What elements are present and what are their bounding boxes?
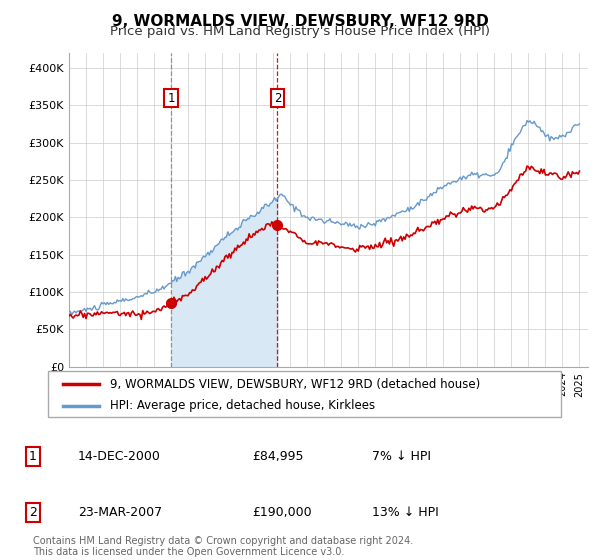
Text: 7% ↓ HPI: 7% ↓ HPI: [372, 450, 431, 463]
Text: HPI: Average price, detached house, Kirklees: HPI: Average price, detached house, Kirk…: [110, 399, 374, 412]
Text: 13% ↓ HPI: 13% ↓ HPI: [372, 506, 439, 519]
Text: Price paid vs. HM Land Registry's House Price Index (HPI): Price paid vs. HM Land Registry's House …: [110, 25, 490, 38]
Text: 9, WORMALDS VIEW, DEWSBURY, WF12 9RD: 9, WORMALDS VIEW, DEWSBURY, WF12 9RD: [112, 14, 488, 29]
Text: £84,995: £84,995: [252, 450, 304, 463]
Text: 1: 1: [167, 91, 175, 105]
Text: 2: 2: [274, 91, 281, 105]
Text: 9, WORMALDS VIEW, DEWSBURY, WF12 9RD (detached house): 9, WORMALDS VIEW, DEWSBURY, WF12 9RD (de…: [110, 377, 480, 391]
Text: 14-DEC-2000: 14-DEC-2000: [78, 450, 161, 463]
Text: 23-MAR-2007: 23-MAR-2007: [78, 506, 162, 519]
Text: 1: 1: [29, 450, 37, 463]
Text: Contains HM Land Registry data © Crown copyright and database right 2024.
This d: Contains HM Land Registry data © Crown c…: [33, 535, 413, 557]
Text: £190,000: £190,000: [252, 506, 311, 519]
Text: 2: 2: [29, 506, 37, 519]
